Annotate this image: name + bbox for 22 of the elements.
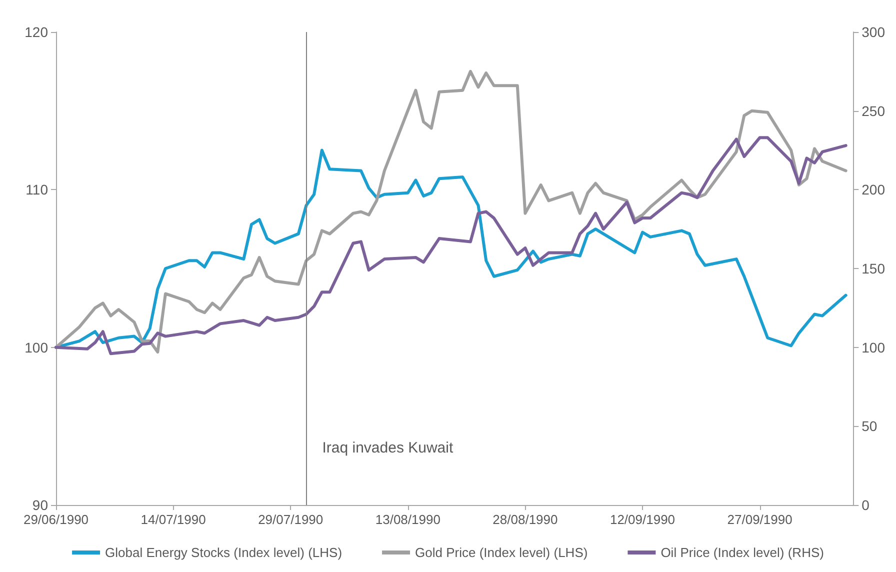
y-tick-label: 100 — [24, 339, 48, 356]
x-tick-label: 29/07/1990 — [258, 512, 324, 527]
y-tick-label: 90 — [32, 497, 48, 513]
x-tick-label: 27/09/1990 — [727, 512, 792, 527]
y2-tick-label: 50 — [862, 418, 878, 434]
y2-tick-label: 250 — [862, 102, 886, 119]
legend-label: Global Energy Stocks (Index level) (LHS) — [105, 545, 342, 560]
legend-label: Oil Price (Index level) (RHS) — [660, 545, 824, 560]
y2-tick-label: 150 — [862, 260, 886, 276]
y2-tick-label: 200 — [862, 182, 886, 198]
x-tick-label: 13/08/1990 — [375, 512, 440, 527]
legend-label: Gold Price (Index level) (LHS) — [415, 545, 588, 560]
x-tick-label: 28/08/1990 — [492, 512, 558, 527]
y-tick-label: 110 — [26, 182, 48, 198]
ref-line-label: Iraq invades Kuwait — [322, 440, 454, 457]
x-tick-label: 14/07/1990 — [140, 512, 206, 527]
x-tick-label: 12/09/1990 — [610, 512, 676, 527]
y2-tick-label: 100 — [862, 339, 886, 356]
y2-tick-label: 0 — [862, 497, 870, 513]
y-tick-label: 120 — [24, 24, 48, 40]
y2-tick-label: 300 — [862, 24, 886, 40]
x-tick-label: 29/06/1990 — [23, 512, 89, 527]
